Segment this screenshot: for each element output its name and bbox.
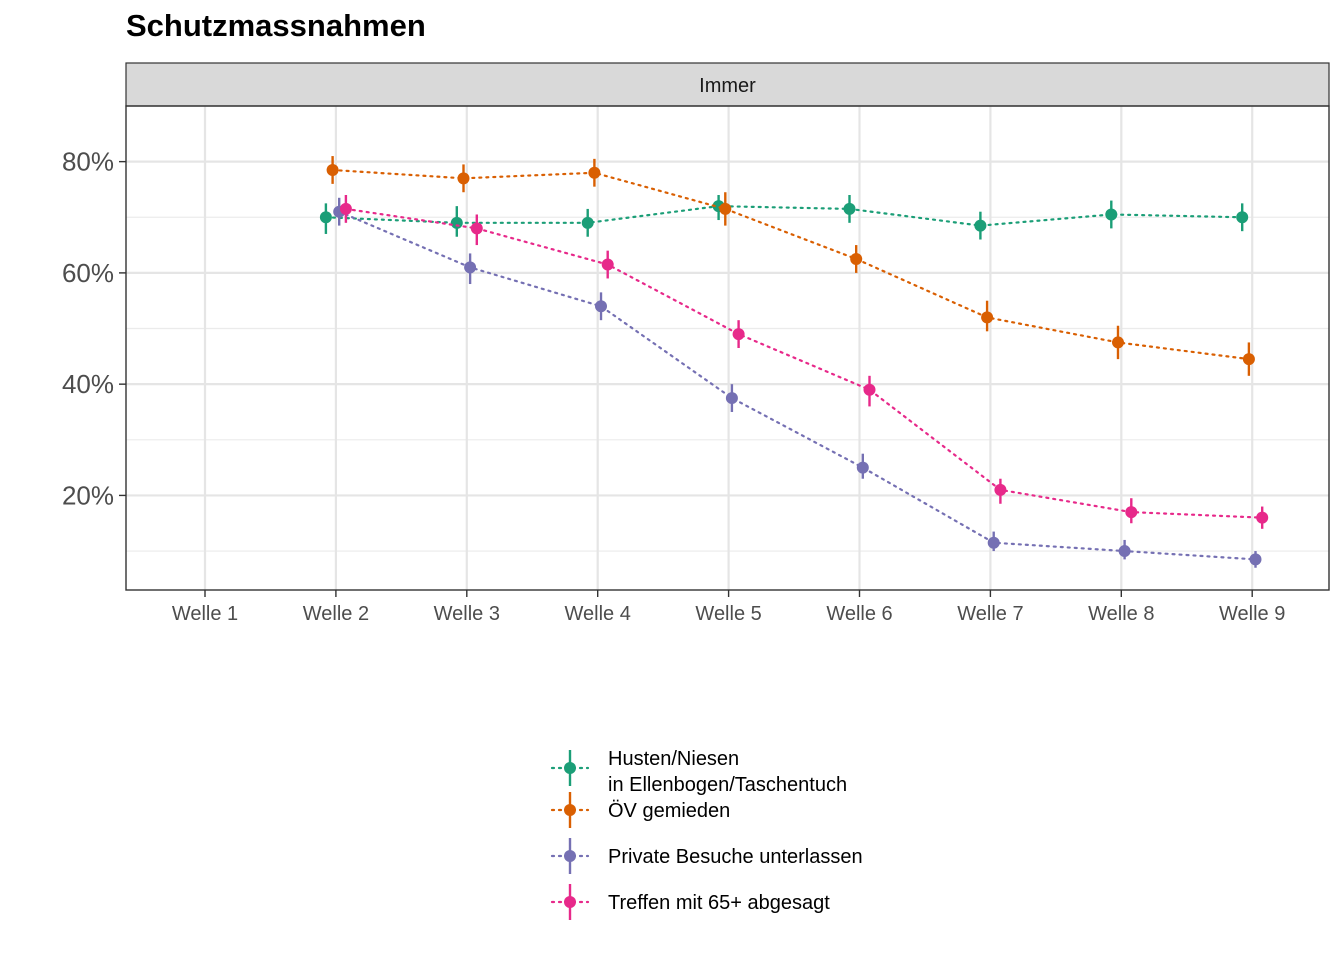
legend-label: Private Besuche unterlassen	[608, 846, 863, 868]
series-line	[324, 205, 1244, 227]
facet-strip-background	[125, 62, 1330, 107]
data-point	[457, 172, 470, 185]
legend-key	[550, 884, 590, 920]
x-tick-label: Welle 4	[565, 603, 631, 625]
legend-label: Treffen mit 65+ abgesagt	[608, 892, 830, 914]
data-point	[1125, 506, 1138, 519]
x-tick-label: Welle 2	[303, 603, 369, 625]
data-point	[981, 311, 994, 324]
data-point	[319, 211, 332, 224]
x-tick-label: Welle 8	[1088, 603, 1154, 625]
data-point	[581, 216, 594, 229]
facet-strip-label: Immer	[699, 75, 756, 97]
legend-key-point	[564, 850, 576, 862]
legend-key	[550, 792, 590, 828]
chart-title: Schutzmassnahmen	[126, 8, 426, 43]
y-tick-label: 60%	[62, 258, 114, 288]
series-line	[344, 207, 1264, 519]
axes: 20% 40% 60% 80% Welle 1 Welle 2 Welle 3 Welle 4…	[62, 147, 1285, 625]
panel-border	[125, 105, 1330, 591]
data-point	[994, 483, 1007, 496]
data-point	[588, 166, 601, 179]
data-point	[1112, 336, 1124, 349]
x-tick-label: Welle 1	[172, 603, 238, 625]
series-group	[339, 195, 1269, 529]
data-point	[326, 163, 339, 176]
series-line	[331, 168, 1251, 361]
y-tick-label: 20%	[62, 480, 114, 510]
data-point	[464, 261, 477, 274]
legend-key-point	[564, 896, 576, 908]
grid-lines	[126, 105, 1329, 590]
x-tick-label: Welle 7	[957, 603, 1023, 625]
x-tick-label: Welle 5	[695, 603, 761, 625]
x-tick-label: Welle 9	[1219, 603, 1285, 625]
series-group	[333, 197, 1262, 568]
series-line	[338, 210, 1257, 561]
data-point	[850, 252, 863, 265]
data-point	[1256, 511, 1269, 524]
data-point	[595, 300, 607, 313]
data-point	[1236, 211, 1249, 224]
data-point	[974, 219, 987, 232]
data-point	[856, 461, 869, 474]
data-point	[339, 202, 352, 215]
data-point	[1242, 353, 1255, 366]
legend-key-point	[564, 762, 576, 774]
legend-label: ÖV gemieden	[608, 800, 731, 822]
legend-label: Husten/Niesen in Ellenbogen/Taschentuch	[608, 748, 848, 796]
data-point	[1249, 553, 1262, 566]
data-point	[450, 216, 463, 229]
x-tick-label: Welle 3	[434, 603, 500, 625]
y-tick-label: 80%	[62, 147, 114, 177]
y-tick-label: 40%	[62, 369, 114, 399]
data-point	[843, 202, 856, 215]
series-layer	[319, 156, 1269, 568]
legend-key	[550, 838, 590, 874]
data-point	[601, 258, 614, 271]
data-point	[1118, 545, 1131, 558]
data-point	[1105, 208, 1118, 221]
legend-key	[550, 750, 590, 786]
legend-key-point	[564, 804, 576, 816]
facet-strip: Immer	[125, 62, 1330, 107]
data-point	[719, 202, 732, 215]
data-point	[725, 392, 738, 405]
data-point	[732, 328, 745, 341]
legend: Husten/Niesen in Ellenbogen/Taschentuch Ö…	[548, 742, 968, 932]
data-point	[470, 222, 483, 235]
series-group	[326, 156, 1255, 376]
data-point	[987, 536, 1000, 549]
data-point	[863, 383, 876, 396]
x-tick-label: Welle 6	[826, 603, 892, 625]
series-group	[319, 195, 1249, 240]
